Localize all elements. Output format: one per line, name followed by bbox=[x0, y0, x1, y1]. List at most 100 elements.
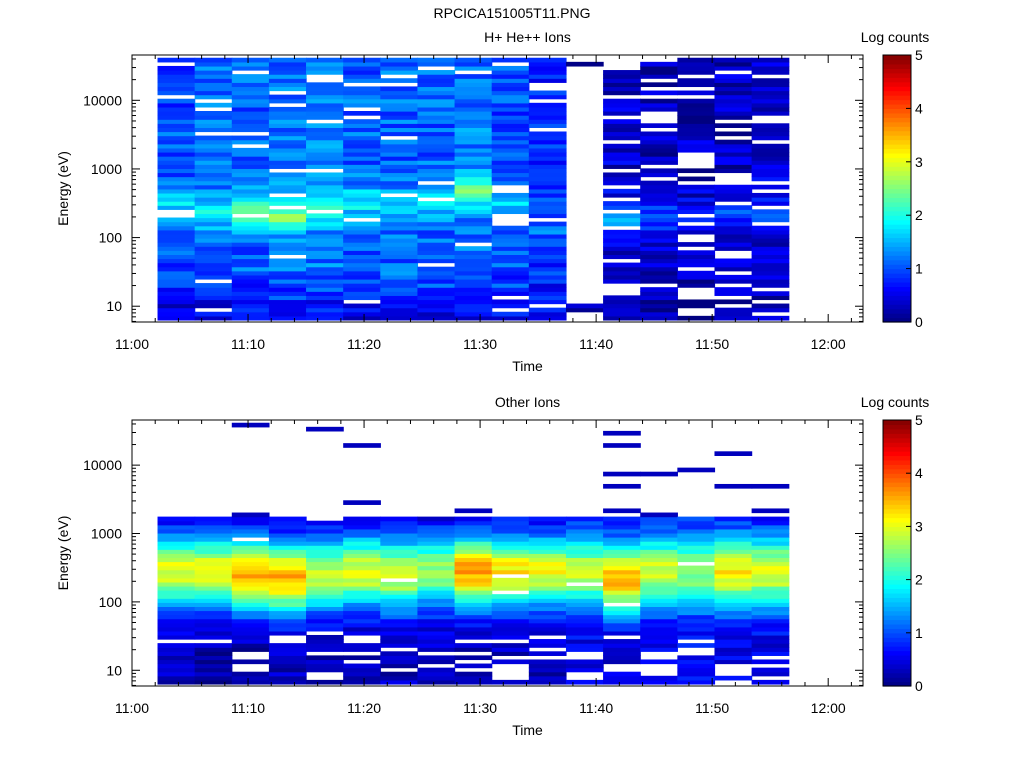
heatmap-cell bbox=[640, 577, 678, 583]
heatmap-cell bbox=[640, 557, 678, 563]
heatmap-cell bbox=[714, 585, 753, 591]
heatmap-cell bbox=[157, 78, 196, 83]
heatmap-cell bbox=[157, 614, 196, 620]
colorbar-segment bbox=[883, 175, 911, 181]
heatmap-cell bbox=[157, 57, 196, 63]
heatmap-cell bbox=[491, 98, 530, 104]
heatmap-cell bbox=[268, 516, 307, 522]
heatmap-cell bbox=[268, 111, 307, 116]
heatmap-cell bbox=[343, 90, 381, 96]
heatmap-cell bbox=[380, 671, 419, 677]
heatmap-cell bbox=[157, 651, 196, 656]
heatmap-cell bbox=[306, 643, 344, 648]
heatmap-cell bbox=[343, 667, 381, 673]
heatmap-cell bbox=[194, 667, 233, 673]
heatmap-cell bbox=[306, 151, 344, 157]
colorbar-segment bbox=[883, 55, 911, 61]
heatmap-cell bbox=[528, 278, 567, 284]
heatmap-cell bbox=[751, 143, 790, 149]
colorbar-segment bbox=[883, 486, 911, 492]
heatmap-cell bbox=[268, 164, 307, 169]
heatmap-cell bbox=[157, 168, 196, 174]
heatmap-cell bbox=[528, 119, 567, 124]
heatmap-cell bbox=[157, 274, 196, 280]
heatmap-cell bbox=[343, 573, 381, 579]
heatmap-cell bbox=[640, 82, 678, 88]
heatmap-cell bbox=[343, 614, 381, 620]
heatmap-cell bbox=[380, 307, 419, 313]
heatmap-cell bbox=[417, 209, 456, 215]
heatmap-cell bbox=[528, 524, 567, 530]
heatmap-cell bbox=[714, 634, 753, 640]
heatmap-cell bbox=[640, 614, 678, 620]
heatmap-cell bbox=[380, 274, 419, 280]
heatmap-cell bbox=[306, 594, 344, 599]
heatmap-cell bbox=[157, 311, 196, 317]
heatmap-cell bbox=[194, 197, 233, 202]
heatmap-cell bbox=[380, 626, 419, 632]
heatmap-cell bbox=[640, 172, 678, 178]
heatmap-cell bbox=[343, 287, 381, 292]
heatmap-cell bbox=[231, 622, 270, 628]
heatmap-cell bbox=[491, 553, 530, 559]
heatmap-cell bbox=[565, 598, 604, 603]
heatmap-cell bbox=[454, 671, 493, 677]
heatmap-cell bbox=[640, 274, 678, 280]
heatmap-cell bbox=[751, 65, 790, 71]
heatmap-cell bbox=[640, 213, 678, 219]
x-axis-label: Time bbox=[512, 722, 543, 738]
heatmap-cell bbox=[751, 160, 790, 165]
heatmap-cell bbox=[714, 61, 753, 67]
heatmap-cell bbox=[306, 565, 344, 571]
heatmap-cell bbox=[640, 238, 678, 243]
heatmap-cell bbox=[343, 238, 381, 243]
heatmap-cell bbox=[714, 606, 753, 612]
heatmap-cell bbox=[231, 569, 270, 575]
heatmap-cell bbox=[157, 278, 196, 284]
heatmap-cell bbox=[640, 553, 678, 559]
heatmap-cell bbox=[640, 311, 678, 317]
heatmap-cell bbox=[194, 192, 233, 198]
heatmap-cell bbox=[491, 70, 530, 75]
heatmap-cell bbox=[751, 168, 790, 174]
heatmap-cell bbox=[454, 274, 493, 280]
heatmap-cell bbox=[157, 205, 196, 210]
heatmap-cell bbox=[417, 115, 456, 120]
heatmap-cell bbox=[306, 90, 344, 96]
x-tick-label: 11:40 bbox=[579, 336, 613, 352]
heatmap-cell bbox=[343, 291, 381, 296]
heatmap-cell bbox=[454, 545, 493, 550]
heatmap-cell bbox=[677, 598, 716, 603]
heatmap-cell bbox=[306, 160, 344, 165]
heatmap-cell bbox=[306, 614, 344, 620]
heatmap-cell bbox=[528, 577, 567, 583]
heatmap-cell bbox=[603, 675, 641, 681]
heatmap-cell bbox=[231, 299, 270, 305]
heatmap-cell bbox=[231, 221, 270, 227]
heatmap-cell bbox=[677, 209, 716, 215]
heatmap-cell bbox=[603, 111, 641, 116]
heatmap-cell bbox=[157, 581, 196, 587]
heatmap-cell bbox=[231, 246, 270, 251]
heatmap-cell bbox=[417, 57, 456, 63]
colorbar-segment bbox=[883, 482, 911, 488]
heatmap-cell bbox=[603, 585, 641, 591]
heatmap-cell bbox=[454, 610, 493, 616]
heatmap-cell bbox=[603, 217, 641, 223]
heatmap-cell bbox=[268, 106, 307, 112]
heatmap-cell bbox=[306, 258, 344, 264]
heatmap-cell bbox=[528, 618, 567, 624]
heatmap-cell bbox=[343, 250, 381, 255]
heatmap-cell bbox=[565, 61, 604, 67]
heatmap-cell bbox=[640, 61, 678, 67]
heatmap-cell bbox=[603, 679, 641, 685]
x-tick-label: 11:00 bbox=[115, 700, 149, 716]
heatmap-cell bbox=[157, 565, 196, 571]
heatmap-cell bbox=[677, 520, 716, 526]
heatmap-cell bbox=[751, 630, 790, 636]
heatmap-cell bbox=[194, 561, 233, 567]
colorbar-segment bbox=[883, 473, 911, 479]
heatmap-cell bbox=[380, 254, 419, 260]
heatmap-cell bbox=[603, 315, 641, 321]
heatmap-cell bbox=[157, 622, 196, 628]
